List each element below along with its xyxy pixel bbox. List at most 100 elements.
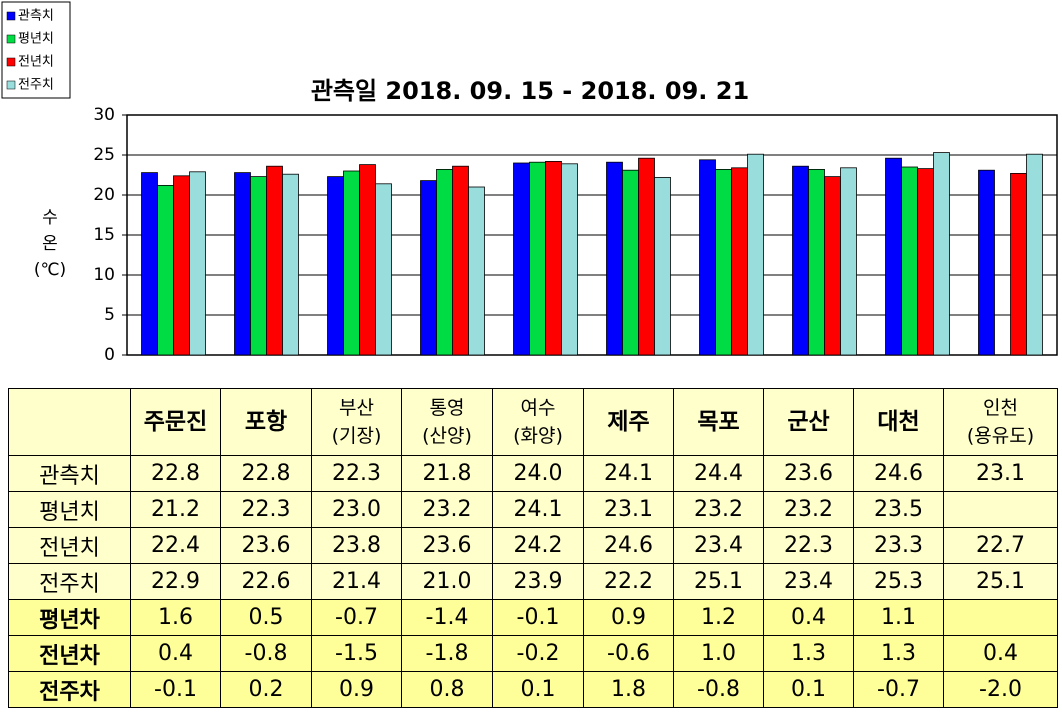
- table-row: 전주치 22.9 22.6 21.4 21.0 23.9 22.2 25.1 23.4 25.3 2…: [8, 563, 1058, 600]
- table-cell: 0.4: [130, 635, 221, 672]
- bar: [452, 165, 469, 356]
- y-tick-label: 10: [93, 265, 115, 285]
- bar: [792, 165, 809, 356]
- legend-swatch: [6, 80, 16, 90]
- table-cell: 23.9: [492, 563, 584, 600]
- table-cell: 21.0: [401, 563, 493, 600]
- bar: [1010, 172, 1027, 356]
- table-cell: 24.2: [492, 527, 584, 564]
- table-cell: 23.1: [943, 455, 1058, 492]
- bar: [157, 184, 174, 356]
- y-tick-label: 5: [104, 305, 115, 325]
- table-cell: 23.1: [583, 491, 674, 528]
- table-cell: 23.6: [220, 527, 312, 564]
- table-cell: -0.1: [130, 671, 221, 708]
- column-header: 목포: [673, 388, 764, 456]
- table-cell: -1.4: [401, 599, 493, 636]
- bar: [1026, 153, 1043, 356]
- y-tick-label: 30: [93, 105, 115, 125]
- table-cell: 22.9: [130, 563, 221, 600]
- table-cell: 22.7: [943, 527, 1058, 564]
- bar: [327, 176, 344, 356]
- table-cell: 23.5: [853, 491, 944, 528]
- table-cell: 23.6: [401, 527, 493, 564]
- table-cell: 0.4: [763, 599, 854, 636]
- bar: [622, 169, 639, 356]
- table-cell: 21.8: [401, 455, 493, 492]
- legend-label: 평년치: [18, 32, 54, 47]
- table-cell: -0.1: [492, 599, 584, 636]
- table-cell: 23.2: [401, 491, 493, 528]
- bar: [731, 167, 748, 356]
- table-cell: 0.1: [492, 671, 584, 708]
- bar: [359, 164, 376, 356]
- table-cell: 1.6: [130, 599, 221, 636]
- table-cell: 23.3: [853, 527, 944, 564]
- legend-swatch: [6, 34, 16, 44]
- bar: [468, 186, 485, 356]
- plot-border: [126, 114, 1058, 356]
- bar: [282, 173, 299, 356]
- table-cell: 23.6: [763, 455, 854, 492]
- bar: [343, 170, 360, 356]
- bar: [747, 153, 764, 356]
- bar: [545, 160, 562, 356]
- column-header: 군산: [763, 388, 854, 456]
- table-cell: 24.0: [492, 455, 584, 492]
- table-cell: 22.4: [130, 527, 221, 564]
- table-cell: 0.9: [311, 671, 402, 708]
- row-header: 관측치: [8, 455, 131, 492]
- table-cell: 24.1: [492, 491, 584, 528]
- table-cell: [943, 599, 1058, 636]
- table-cell: [943, 491, 1058, 528]
- table-cell: 1.2: [673, 599, 764, 636]
- table-cell: 1.8: [583, 671, 674, 708]
- table-cell: -0.7: [311, 599, 402, 636]
- table-cell: 23.8: [311, 527, 402, 564]
- table-cell: 25.1: [673, 563, 764, 600]
- table-cell: 22.8: [130, 455, 221, 492]
- table-cell: 23.4: [673, 527, 764, 564]
- table-cell: 23.0: [311, 491, 402, 528]
- row-header: 전주치: [8, 563, 131, 600]
- table-cell: 22.6: [220, 563, 312, 600]
- bar: [513, 162, 530, 356]
- row-header: 전년치: [8, 527, 131, 564]
- bar: [885, 157, 902, 356]
- table-row: 전주차 -0.1 0.2 0.9 0.8 0.1 1.8 -0.8 0.1 -0.7 -2.0: [8, 671, 1058, 708]
- bar: [699, 159, 716, 356]
- table-cell: 23.4: [763, 563, 854, 600]
- y-tick-label: 15: [93, 225, 115, 245]
- table-cell: 22.3: [220, 491, 312, 528]
- y-axis-label: 수 온 (℃): [33, 208, 67, 280]
- table-row: 평년차 1.6 0.5 -0.7 -1.4 -0.1 0.9 1.2 0.4 1.1: [8, 599, 1058, 636]
- row-header: 전주차: [8, 671, 131, 708]
- table-cell: 23.2: [673, 491, 764, 528]
- column-header: 인천 (용유도): [943, 388, 1058, 456]
- table-corner: [8, 388, 131, 456]
- table-cell: 21.2: [130, 491, 221, 528]
- table-cell: -0.2: [492, 635, 584, 672]
- row-header: 평년치: [8, 491, 131, 528]
- legend-swatch: [6, 11, 16, 21]
- bar: [561, 163, 578, 356]
- legend-swatch: [6, 57, 16, 67]
- bar: [141, 172, 158, 356]
- bar: [173, 175, 190, 356]
- table-cell: 22.3: [763, 527, 854, 564]
- bar: [901, 166, 918, 356]
- y-tick-label: 25: [93, 145, 115, 165]
- table-cell: 0.2: [220, 671, 312, 708]
- table-cell: 24.4: [673, 455, 764, 492]
- table-cell: 1.3: [853, 635, 944, 672]
- column-header: 주문진: [130, 388, 221, 456]
- legend-label: 관측치: [18, 9, 54, 24]
- y-tick-label: 20: [93, 185, 115, 205]
- table-row: 전년치 22.4 23.6 23.8 23.6 24.2 24.6 23.4 22.3 23.3 2…: [8, 527, 1058, 564]
- table-cell: 24.1: [583, 455, 674, 492]
- table-cell: -1.5: [311, 635, 402, 672]
- y-tick-label: 0: [104, 345, 115, 365]
- row-header: 평년차: [8, 599, 131, 636]
- table-row: 평년치 21.2 22.3 23.0 23.2 24.1 23.1 23.2 23.2 23.5: [8, 491, 1058, 528]
